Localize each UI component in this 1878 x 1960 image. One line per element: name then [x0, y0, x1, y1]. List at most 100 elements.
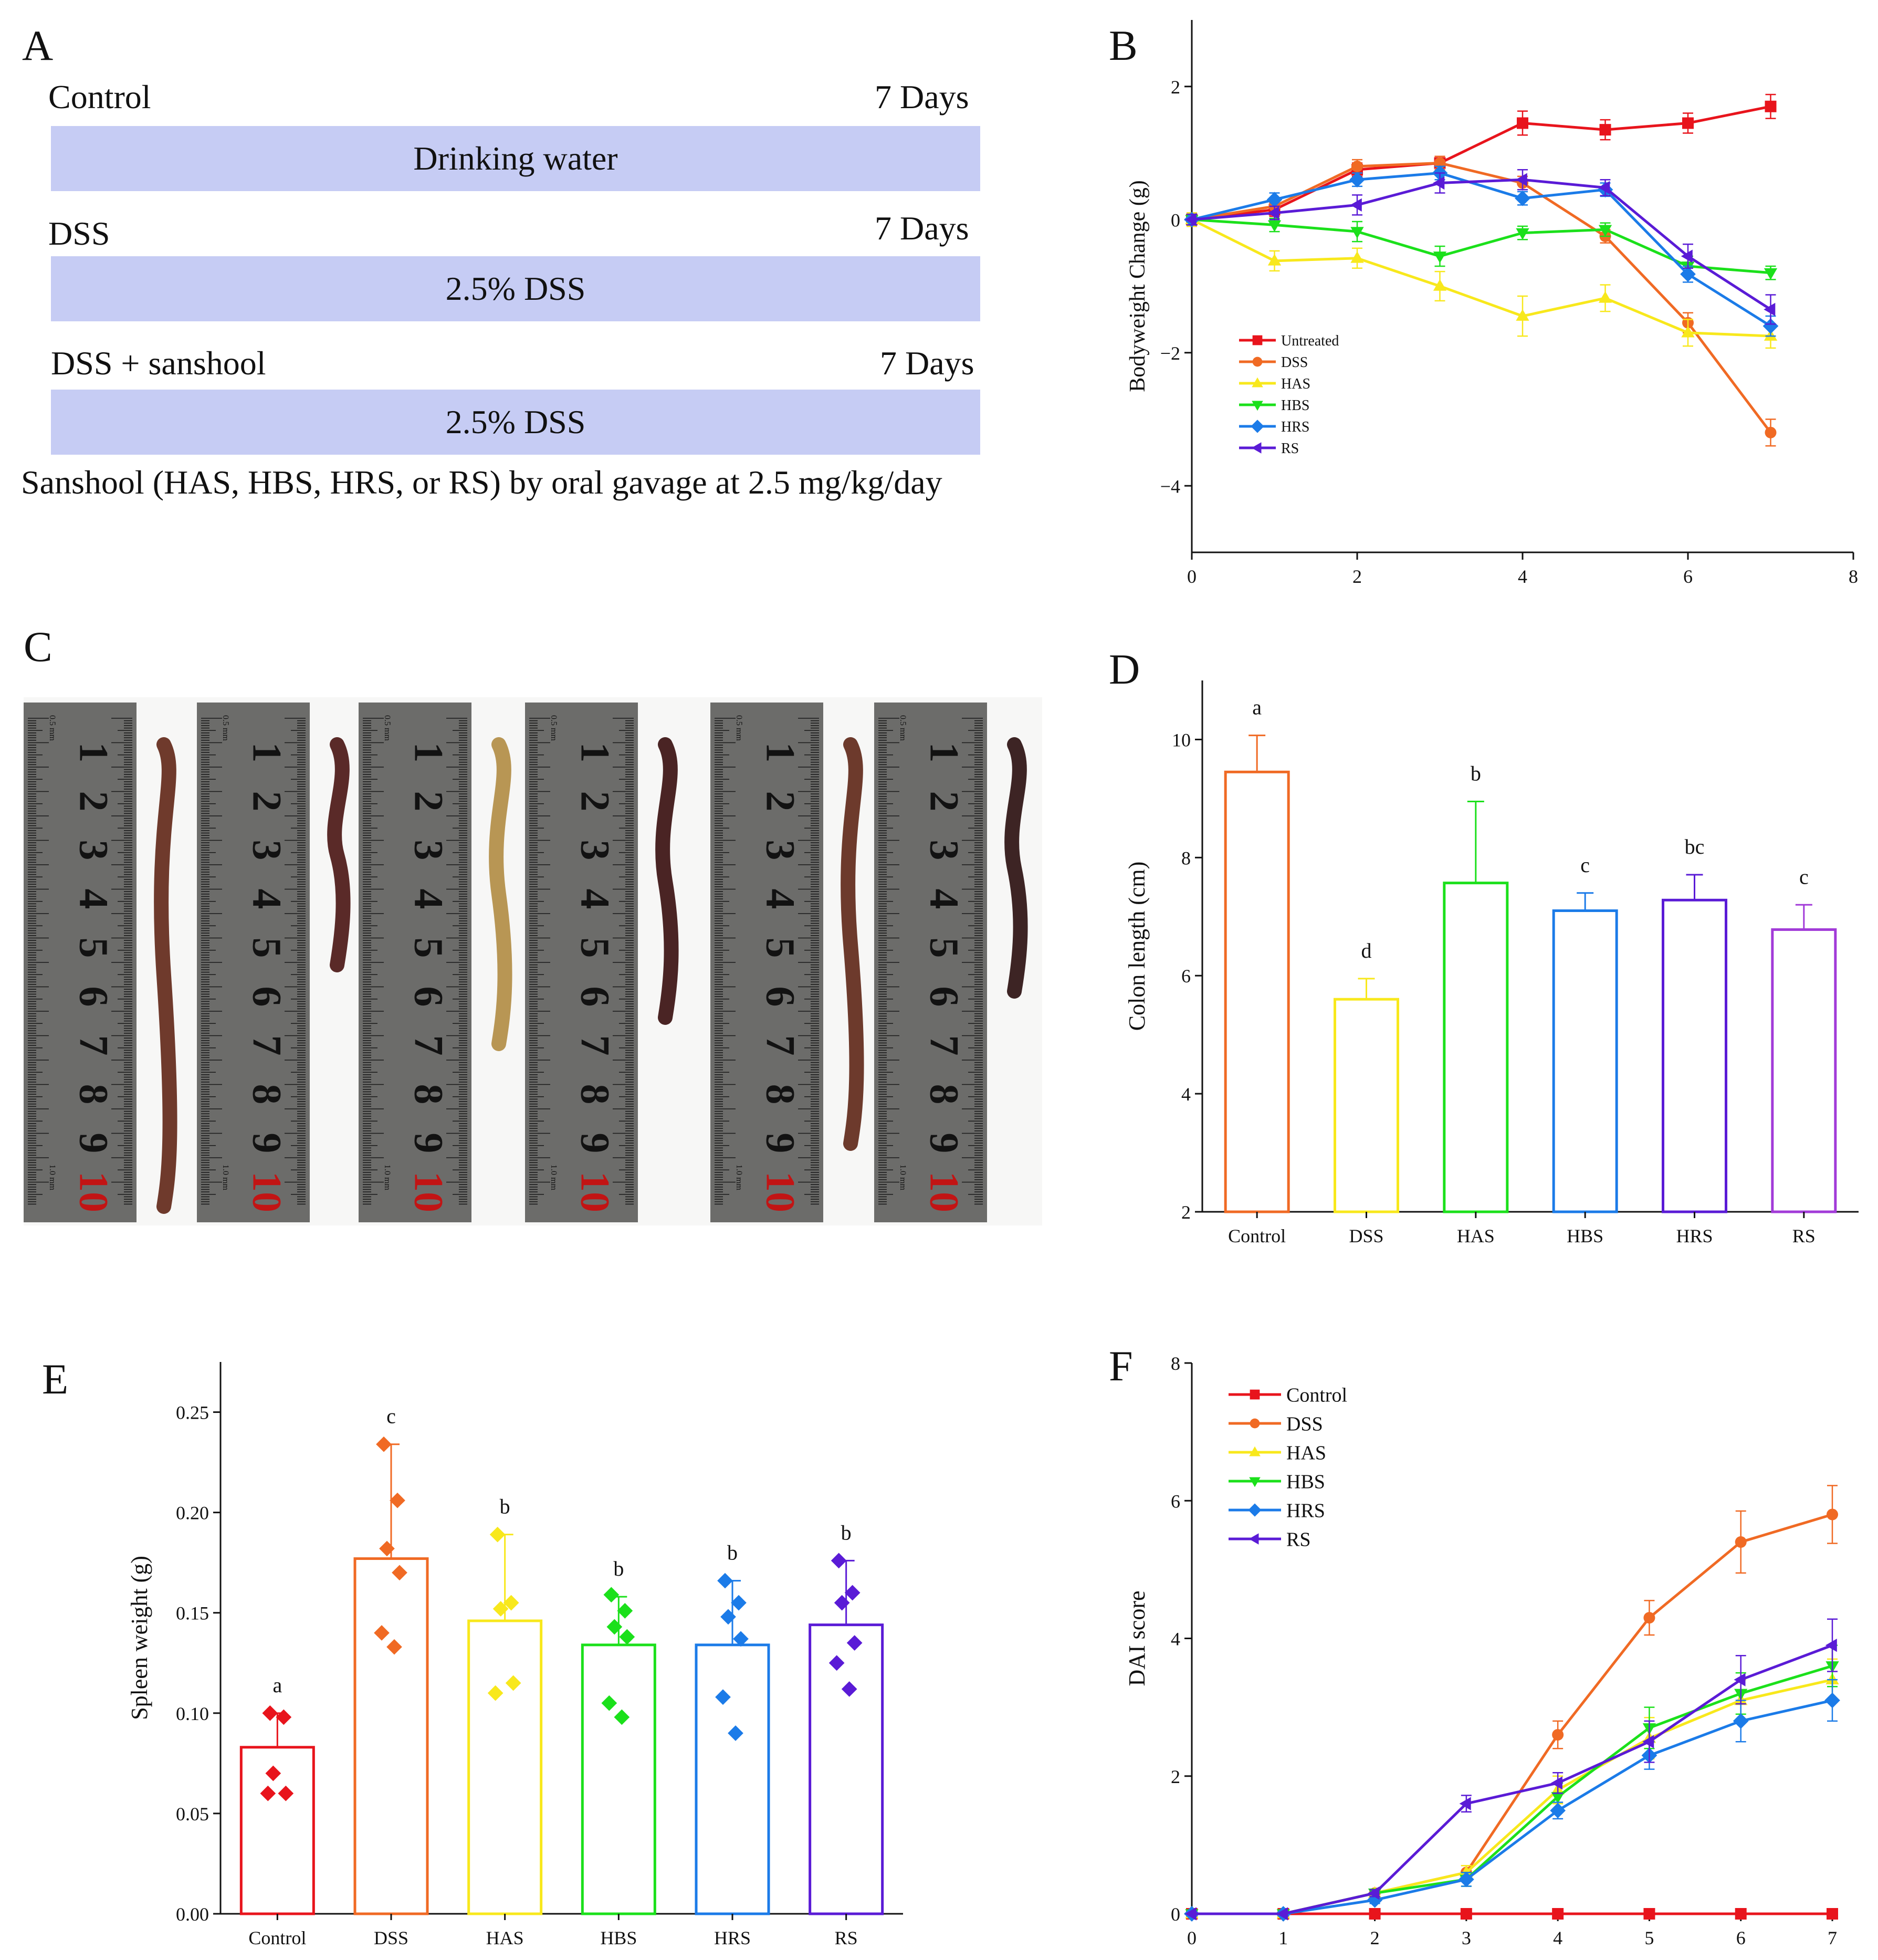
- ruler: 1 2 3 4 5 6 7 8 9 10 0.5 mm 1.0 mm: [525, 703, 638, 1222]
- x-tick-label: 8: [1849, 566, 1858, 587]
- x-tick-label: 0: [1187, 1927, 1197, 1948]
- ruler-unit-top: 0.5 mm: [221, 715, 230, 741]
- data-point: [1552, 1729, 1564, 1741]
- data-point: [1681, 326, 1695, 338]
- legend-label: HAS: [1286, 1442, 1326, 1464]
- x-tick-label: RS: [1792, 1225, 1816, 1246]
- ruler-number: 1: [573, 742, 618, 763]
- x-tick-label: HRS: [714, 1927, 751, 1948]
- ruler: 1 2 3 4 5 6 7 8 9 10 0.5 mm 1.0 mm: [24, 703, 137, 1222]
- colon-photo: 1 2 3 4 5 6 7 8 9 10 0.5 mm 1.0 mm 1 2 3 4 5 6 7 8 9 10 0.5 mm…: [24, 697, 1042, 1225]
- ruler-number: 3: [922, 840, 968, 861]
- ruler-number: 7: [922, 1035, 968, 1056]
- ruler-number: 3: [758, 840, 804, 861]
- bar: [695, 1643, 770, 1915]
- series-rs: [1184, 169, 1776, 325]
- bar: [1224, 770, 1290, 1213]
- legend-item: Untreated: [1239, 333, 1339, 349]
- legend-label: HBS: [1281, 397, 1309, 414]
- ruler-number: 8: [922, 1084, 968, 1105]
- data-point: [386, 1639, 402, 1655]
- panel-letter-a: A: [22, 22, 54, 69]
- data-point: [1350, 251, 1364, 263]
- ruler-number: 6: [406, 987, 452, 1007]
- ruler-number: 4: [245, 889, 290, 909]
- ruler: 1 2 3 4 5 6 7 8 9 10 0.5 mm 1.0 mm: [874, 703, 987, 1222]
- legend-item: HBS: [1239, 397, 1309, 414]
- x-tick-label: 4: [1553, 1927, 1562, 1948]
- x-tick-label: HBS: [1567, 1225, 1603, 1246]
- ruler-unit-top: 0.5 mm: [48, 715, 57, 741]
- y-tick-label: 0: [1171, 1904, 1180, 1925]
- data-point: [715, 1689, 731, 1705]
- data-point: [1642, 1735, 1654, 1748]
- series-line: [1191, 218, 1771, 338]
- x-tick-label: DSS: [1349, 1225, 1383, 1246]
- ruler-number: 6: [71, 987, 117, 1007]
- x-tick-label: Control: [248, 1927, 306, 1948]
- data-point: [1267, 206, 1279, 220]
- data-point: [1827, 1508, 1838, 1521]
- significance-letter: c: [1799, 865, 1809, 888]
- data-point: [1682, 117, 1694, 129]
- data-point: [1460, 1908, 1472, 1920]
- ruler-unit-bottom: 1.0 mm: [221, 1165, 230, 1190]
- data-point: [1765, 100, 1777, 112]
- y-tick-label: 0.25: [176, 1402, 209, 1423]
- y-axis-label: Spleen weight (g): [127, 1556, 152, 1720]
- series-line: [1192, 1678, 1833, 1915]
- data-point: [603, 1587, 620, 1603]
- y-axis-label: Colon length (cm): [1124, 862, 1150, 1031]
- significance-letter: b: [727, 1541, 738, 1565]
- ruler-number: 5: [573, 938, 618, 958]
- y-tick-label: 2: [1171, 1766, 1180, 1787]
- data-point: [1827, 1908, 1838, 1920]
- colon-length-chart: 2 4 6 8 10 Colon length (cm) a Control d DSS b HAS c…: [1124, 680, 1859, 1246]
- x-tick-label: HAS: [486, 1927, 524, 1948]
- data-point: [841, 1681, 857, 1697]
- ruler-number: 10: [245, 1171, 290, 1212]
- data-point: [1515, 190, 1530, 206]
- bar-group-hbs: c: [1552, 853, 1618, 1213]
- ruler-number: 9: [922, 1133, 968, 1154]
- y-tick-label: 0.15: [176, 1603, 209, 1624]
- duration-label-dss: 7 Days: [875, 209, 969, 247]
- x-tick-label: 1: [1278, 1927, 1288, 1948]
- treatment-bar-control-text: Drinking water: [413, 140, 618, 177]
- data-point: [1598, 291, 1612, 303]
- legend-marker: [1252, 377, 1263, 387]
- ruler-number: 1: [922, 742, 968, 763]
- panel-letter-e: E: [42, 1355, 69, 1403]
- legend-item: DSS: [1239, 354, 1308, 371]
- treatment-bar-dss: 2.5% DSS: [51, 256, 980, 321]
- ruler-number: 5: [406, 938, 452, 958]
- ruler-number: 5: [758, 938, 804, 958]
- legend-item: HRS: [1239, 419, 1309, 435]
- ruler: 1 2 3 4 5 6 7 8 9 10 0.5 mm 1.0 mm: [359, 703, 471, 1222]
- data-point: [492, 1601, 509, 1617]
- x-tick-label: HRS: [1676, 1225, 1713, 1246]
- series-line: [1191, 171, 1771, 328]
- ruler: 1 2 3 4 5 6 7 8 9 10 0.5 mm 1.0 mm: [710, 703, 823, 1222]
- legend-marker: [1249, 1446, 1261, 1456]
- significance-letter: b: [1471, 762, 1481, 785]
- bar-group-hrs: bc: [1662, 835, 1727, 1213]
- x-tick-label: 6: [1683, 566, 1693, 587]
- legend-label: Control: [1286, 1384, 1347, 1406]
- x-tick-label: HAS: [1457, 1225, 1495, 1246]
- ruler-number: 3: [71, 840, 117, 861]
- data-point: [617, 1603, 633, 1619]
- legend-label: RS: [1286, 1528, 1310, 1550]
- ruler-number: 10: [573, 1171, 618, 1212]
- ruler-unit-bottom: 1.0 mm: [549, 1165, 558, 1190]
- colon-specimen: [841, 737, 864, 1151]
- legend-item: HBS: [1229, 1471, 1325, 1493]
- group-label-dss-sanshool: DSS + sanshool: [51, 344, 266, 382]
- treatment-bar-dss-text: 2.5% DSS: [445, 270, 586, 307]
- ruler-number: 10: [71, 1171, 117, 1212]
- significance-letter: a: [1252, 696, 1262, 719]
- ruler: 1 2 3 4 5 6 7 8 9 10 0.5 mm 1.0 mm: [197, 703, 310, 1222]
- legend-item: HAS: [1239, 376, 1310, 392]
- ruler-number: 9: [573, 1133, 618, 1154]
- ruler-number: 10: [758, 1171, 804, 1212]
